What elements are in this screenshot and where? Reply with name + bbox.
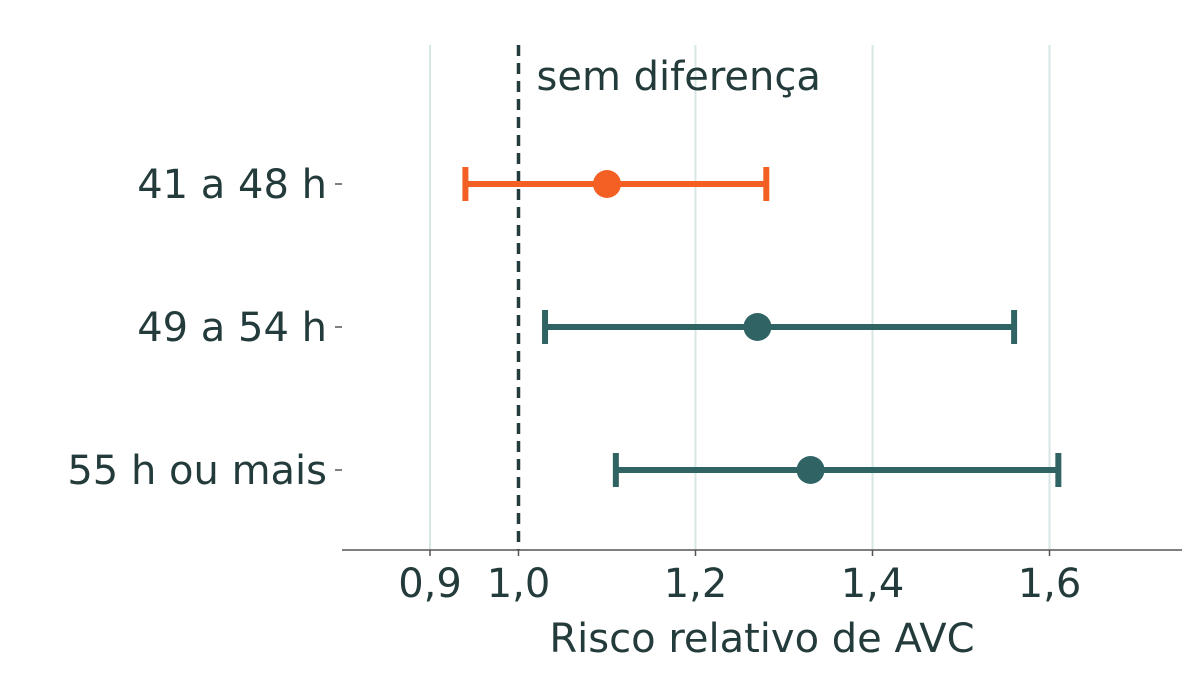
x-tick-label-4: 1,6: [1018, 561, 1082, 607]
x-axis-title: Risco relativo de AVC: [549, 616, 974, 662]
x-tick-label-3: 1,4: [841, 561, 905, 607]
estimate-point-1: [743, 313, 772, 341]
y-tick-label-2: 55 h ou mais: [67, 448, 327, 494]
reference-line-group: sem diferença: [516, 45, 821, 550]
estimate-row-0: [462, 167, 770, 201]
estimate-rows: [462, 167, 1062, 487]
x-tick-label-1: 1,0: [487, 561, 551, 607]
x-tick-label-2: 1,2: [664, 561, 728, 607]
y-axis: 41 a 48 h 49 a 54 h 55 h ou mais: [67, 162, 342, 494]
reference-line-label: sem diferença: [537, 54, 821, 100]
estimate-row-1: [542, 310, 1018, 344]
y-tick-label-1: 49 a 54 h: [137, 305, 327, 351]
estimate-row-2: [612, 453, 1062, 487]
x-tick-label-0: 0,9: [398, 561, 462, 607]
x-axis: 0,9 1,0 1,2 1,4 1,6: [342, 549, 1182, 607]
gridlines: [429, 45, 1051, 550]
y-tick-label-0: 41 a 48 h: [137, 162, 327, 208]
estimate-point-2: [796, 456, 825, 484]
estimate-point-0: [593, 170, 621, 198]
